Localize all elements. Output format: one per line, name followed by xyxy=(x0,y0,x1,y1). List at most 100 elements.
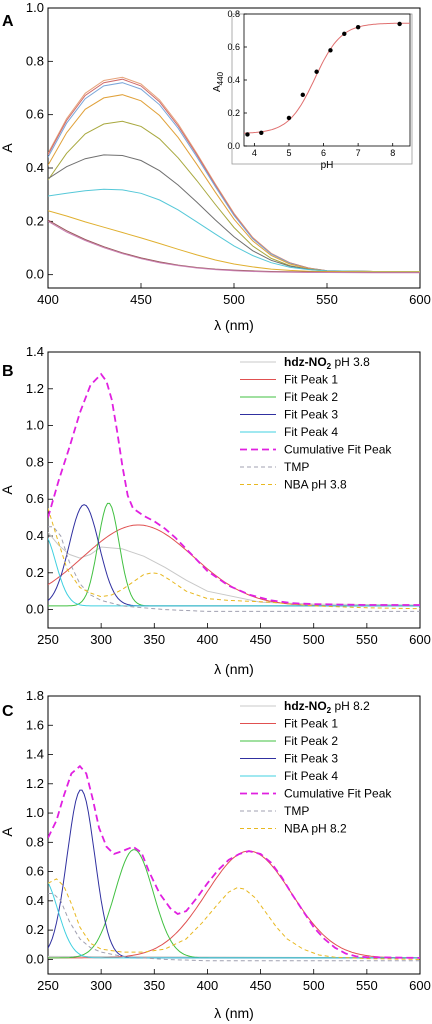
y-tick-label: 0.0 xyxy=(26,267,44,282)
inset-x-label: pH xyxy=(321,160,334,171)
x-tick-label: 500 xyxy=(303,632,325,647)
series-line xyxy=(48,524,420,607)
legend-label: TMP xyxy=(284,460,309,474)
panel-b: B 250 300 350 400 450 500 550 600 0.00.20.40.60… xyxy=(0,344,431,677)
y-tick-label: 0.4 xyxy=(227,75,240,85)
x-tick-label: 5 xyxy=(286,148,291,158)
legend-label: TMP xyxy=(284,804,309,818)
panel-a-series xyxy=(48,76,420,274)
legend-label: Cumulative Fit Peak xyxy=(284,787,392,801)
series-line xyxy=(48,789,420,959)
panel-c-label: C xyxy=(2,703,14,720)
y-tick-label: 0.4 xyxy=(26,528,44,543)
legend-label: Fit Peak 1 xyxy=(284,373,338,387)
y-tick-label: 0.2 xyxy=(26,565,44,580)
legend-label: Fit Peak 2 xyxy=(284,390,338,404)
y-tick-label: 1.8 xyxy=(26,688,44,703)
x-tick-label: 7 xyxy=(356,148,361,158)
series-line xyxy=(48,878,420,960)
inset-y-label: A440 xyxy=(212,71,225,92)
inset-fit-curve xyxy=(244,22,410,134)
y-tick-label: 0.4 xyxy=(26,160,44,175)
series-line xyxy=(48,764,420,959)
panel-b-y-label: A xyxy=(0,485,15,495)
x-tick-label: 250 xyxy=(37,632,59,647)
y-tick-label: 1.0 xyxy=(26,805,44,820)
x-tick-label: 8 xyxy=(390,148,395,158)
y-tick-label: 0.6 xyxy=(26,107,44,122)
y-tick-label: 0.2 xyxy=(26,922,44,937)
spectrum-line xyxy=(48,188,420,272)
x-tick-label: 6 xyxy=(321,148,326,158)
panel-b-legend: hdz-NO2 pH 3.8 Fit Peak 1 Fit Peak 2 Fit Pe… xyxy=(240,355,392,492)
panel-b-x-ticks: 250 300 350 400 450 500 550 600 xyxy=(37,623,431,647)
panel-b-frame xyxy=(47,351,421,629)
x-tick-label: 600 xyxy=(409,632,431,647)
inset-x-ticks: 4 5 6 7 8 xyxy=(252,143,395,158)
x-tick-label: 600 xyxy=(409,978,431,993)
inset-data-point xyxy=(286,115,292,121)
x-tick-label: 300 xyxy=(90,632,112,647)
x-tick-label: 300 xyxy=(90,978,112,993)
y-tick-label: 0.6 xyxy=(26,864,44,879)
panel-a-x-label: λ (nm) xyxy=(214,317,254,333)
x-tick-label: 500 xyxy=(223,292,245,307)
legend-label-rest: pH 3.8 xyxy=(331,355,370,369)
series-line xyxy=(48,508,420,610)
x-tick-label: 4 xyxy=(252,148,257,158)
x-tick-label: 450 xyxy=(130,292,152,307)
legend-label: Fit Peak 1 xyxy=(284,717,338,731)
x-tick-label: 500 xyxy=(303,978,325,993)
x-tick-label: 400 xyxy=(197,632,219,647)
y-tick-label: 0.6 xyxy=(26,491,44,506)
legend-label: Fit Peak 3 xyxy=(284,752,338,766)
x-tick-label: 550 xyxy=(316,292,338,307)
y-tick-label: 1.0 xyxy=(26,418,44,433)
spectrum-line xyxy=(48,220,420,274)
series-line xyxy=(48,882,420,959)
panel-b-x-label: λ (nm) xyxy=(214,661,254,677)
inset-data-point xyxy=(259,130,264,135)
panel-c-frame xyxy=(47,695,421,975)
inset-series xyxy=(244,21,410,137)
series-line xyxy=(48,538,420,607)
inset-data-point xyxy=(314,69,319,74)
panel-b-series xyxy=(48,372,420,612)
y-tick-label: 1.0 xyxy=(26,0,44,15)
inset-y-label-sub: 440 xyxy=(216,71,225,85)
panel-a-inset: 4 5 6 7 8 0.0 0.2 0.4 0.6 0.8 pH A440 xyxy=(212,9,413,171)
legend-label: NBA pH 3.8 xyxy=(284,478,347,492)
series-line xyxy=(48,531,420,606)
x-tick-label: 450 xyxy=(250,978,272,993)
inset-y-ticks: 0.0 0.2 0.4 0.6 0.8 xyxy=(227,9,247,151)
legend-label: Fit Peak 3 xyxy=(284,408,338,422)
series-line xyxy=(48,372,420,606)
inset-data-point xyxy=(342,31,347,36)
panel-c: C 250 300 350 400 450 500 550 600 0.00.20.40.60… xyxy=(0,688,431,1021)
legend-label: Fit Peak 2 xyxy=(284,734,338,748)
x-tick-label: 550 xyxy=(356,632,378,647)
panel-c-y-ticks: 0.0 0.2 0.4 0.6 0.8 1.0 1.2 1.4 1.6 1.8 xyxy=(26,688,53,966)
y-tick-label: 0.0 xyxy=(227,141,240,151)
legend-label: Cumulative Fit Peak xyxy=(284,443,392,457)
legend-label: Fit Peak 4 xyxy=(284,769,338,783)
panel-b-label: B xyxy=(2,363,14,380)
y-tick-label: 1.2 xyxy=(26,381,44,396)
x-tick-label: 400 xyxy=(37,292,59,307)
y-tick-label: 0.8 xyxy=(26,53,44,68)
x-tick-label: 600 xyxy=(409,292,431,307)
series-line xyxy=(48,893,420,962)
series-line xyxy=(48,504,420,607)
series-line xyxy=(48,502,420,607)
panel-c-series xyxy=(48,764,420,962)
inset-data-point xyxy=(328,48,333,53)
legend-label: Fit Peak 4 xyxy=(284,425,338,439)
x-tick-label: 250 xyxy=(37,978,59,993)
series-line xyxy=(48,849,420,959)
y-tick-label: 0.8 xyxy=(26,454,44,469)
legend-label-rest: pH 8.2 xyxy=(331,699,370,713)
panel-c-x-label: λ (nm) xyxy=(214,1005,254,1021)
panel-a-x-ticks: 400 450 500 550 600 xyxy=(37,283,431,307)
legend-label: hdz-NO2 pH 8.2 xyxy=(284,699,370,715)
